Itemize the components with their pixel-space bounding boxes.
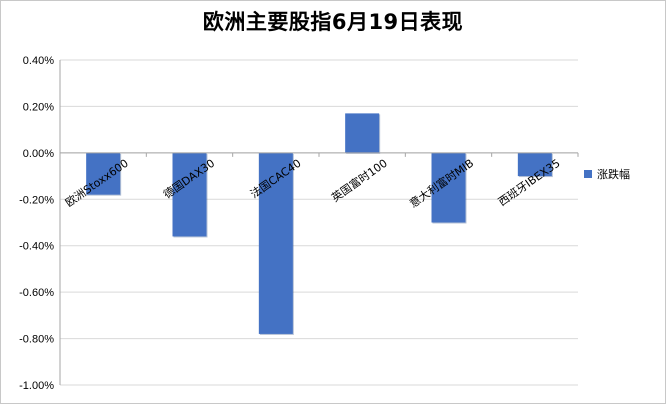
bar — [258, 152, 293, 334]
category-label: 英国富时100 — [329, 156, 390, 205]
bar — [517, 152, 552, 177]
legend-swatch — [584, 170, 592, 178]
y-tick-label: -1.00% — [19, 380, 54, 392]
legend-label: 涨跌幅 — [597, 168, 630, 181]
bar — [345, 113, 380, 153]
y-tick-label: 0.20% — [23, 101, 54, 113]
y-tick-label: -0.20% — [19, 194, 54, 206]
grid-lines — [60, 59, 578, 386]
bar — [431, 152, 466, 223]
bars — [86, 113, 553, 335]
y-tick-label: -0.40% — [19, 241, 54, 253]
y-tick-label: -0.60% — [19, 287, 54, 299]
chart-title: 欧洲主要股指6月19日表现 — [202, 10, 464, 34]
legend: 涨跌幅 — [584, 166, 630, 182]
y-tick-label: 0.00% — [23, 148, 54, 160]
y-tick-label: 0.40% — [23, 55, 54, 67]
axes — [59, 60, 579, 385]
y-tick-label: -0.80% — [19, 334, 54, 346]
bar — [86, 152, 121, 195]
bar — [172, 152, 207, 237]
